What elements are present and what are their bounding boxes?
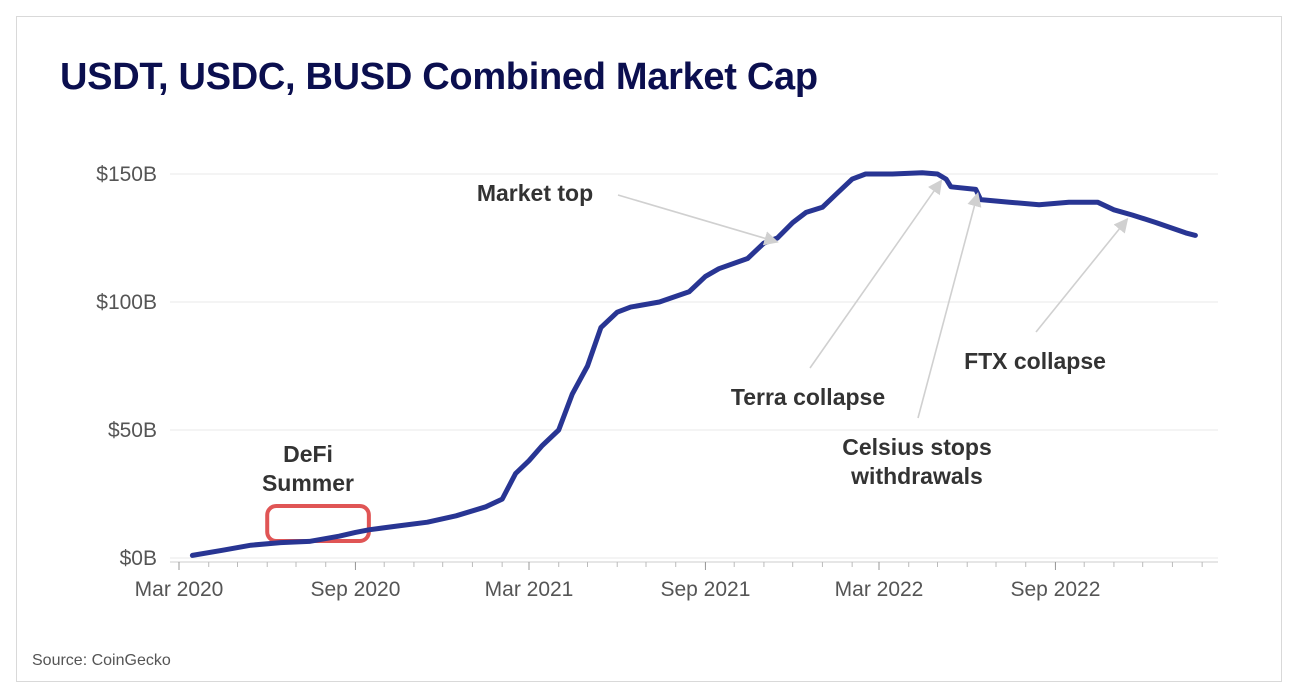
chart-card [16,16,1282,682]
gridlines [170,173,1218,559]
annotation-celsius: withdrawals [850,463,983,489]
y-tick-label: $100B [96,291,157,314]
series-line [189,170,1198,558]
y-axis: $0B $50B $100B $150B [96,163,157,570]
y-tick-label: $150B [96,163,157,186]
x-tick-label: Sep 2020 [310,578,400,601]
x-tick-label: Mar 2020 [135,578,224,601]
defi-summer-box [265,504,371,543]
series-group [189,170,1198,558]
annotation-defi-summer: DeFi [283,441,333,467]
y-tick-label: $0B [120,547,157,570]
annotation-arrow-terra-collapse [809,179,943,369]
defi-summer-highlight [265,504,371,543]
x-axis: Mar 2020 Sep 2020 Mar 2021 Sep 2021 Mar 2022… [135,561,1218,601]
annotation-ftx-collapse: FTX collapse [964,348,1106,374]
annotation-defi-summer: Summer [262,470,354,496]
annotation-arrow-celsius [917,191,982,419]
annotation-terra-collapse: Terra collapse [731,384,885,410]
annotation-celsius: Celsius stops [842,434,992,460]
source-note: Source: CoinGecko [32,652,171,669]
annotation-arrow-market-top [617,194,779,246]
x-tick-label: Mar 2021 [485,578,574,601]
annotations: Market top Terra collapse Celsius stops wit… [262,179,1129,496]
annotation-arrow-ftx-collapse [1035,217,1129,333]
annotation-market-top: Market top [477,180,593,206]
x-tick-label: Mar 2022 [835,578,924,601]
chart-title: USDT, USDC, BUSD Combined Market Cap [60,56,818,98]
x-tick-label: Sep 2021 [660,578,750,601]
x-tick-label: Sep 2022 [1010,578,1100,601]
y-tick-label: $50B [108,419,157,442]
